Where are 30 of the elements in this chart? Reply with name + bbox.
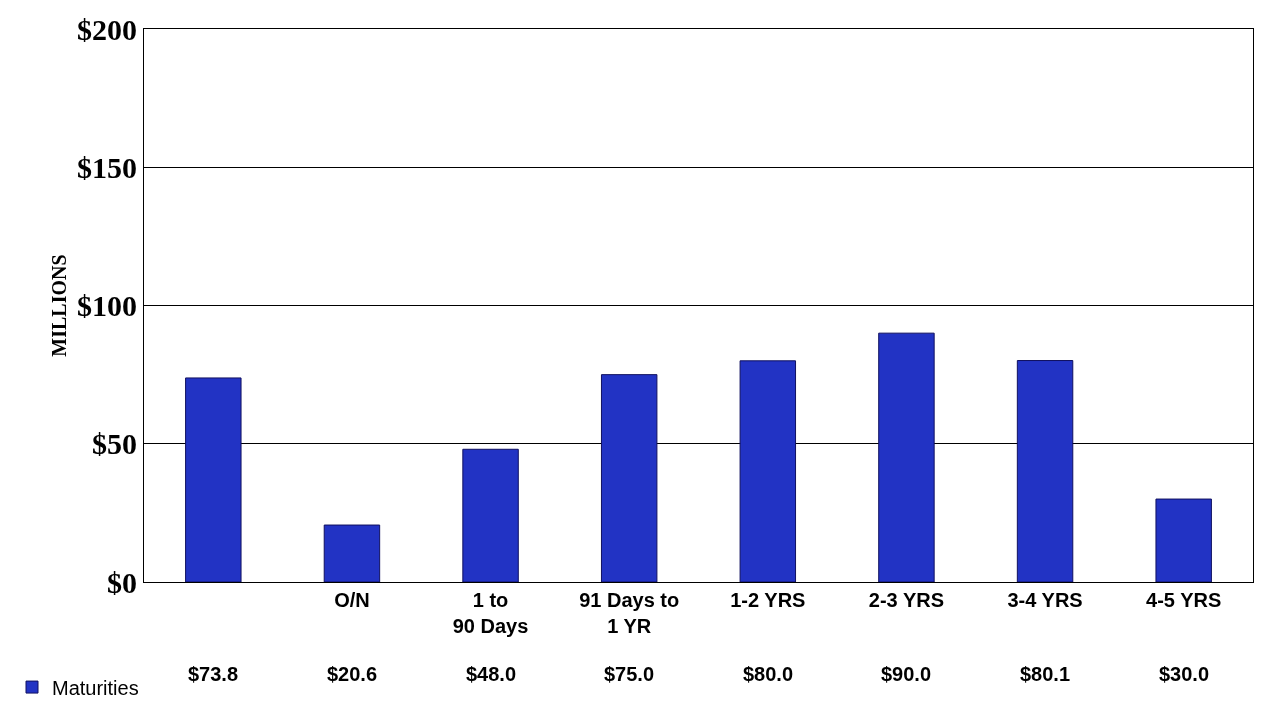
bar	[462, 448, 519, 582]
bar	[185, 377, 242, 582]
y-tick-label: $100	[77, 289, 137, 322]
x-tick-label: O/N	[334, 589, 370, 611]
bar	[1016, 360, 1074, 582]
y-axis-title: MILLIONS	[47, 254, 70, 357]
data-label: $48.0	[466, 663, 517, 685]
bar	[323, 524, 381, 582]
y-tick-label: $200	[77, 12, 137, 46]
bar	[739, 360, 797, 582]
x-tick-label: 1 to 90 Days	[452, 589, 529, 637]
data-label: $80.0	[743, 663, 794, 685]
data-label: $73.8	[188, 663, 239, 685]
x-tick-label: 2-3 YRS	[868, 589, 945, 611]
y-tick-label: $150	[77, 150, 137, 184]
data-label: $30.0	[1159, 663, 1210, 685]
data-label: $90.0	[881, 663, 932, 685]
bar	[1155, 498, 1212, 582]
x-tick-label: 91 Days to 1 YR	[579, 589, 680, 637]
y-tick-label: $50	[92, 427, 137, 461]
data-label: $20.6	[327, 663, 378, 685]
bar	[878, 332, 935, 582]
x-tick-label: 4-5 YRS	[1146, 589, 1222, 611]
data-label: $80.1	[1020, 663, 1071, 685]
y-tick-label: $0	[107, 565, 137, 599]
legend-label: Maturities	[52, 676, 139, 699]
bar	[600, 374, 658, 582]
x-tick-label: 3-4 YRS	[1007, 589, 1083, 611]
x-tick-label: 1-2 YRS	[730, 589, 806, 611]
data-label: $75.0	[604, 663, 655, 685]
